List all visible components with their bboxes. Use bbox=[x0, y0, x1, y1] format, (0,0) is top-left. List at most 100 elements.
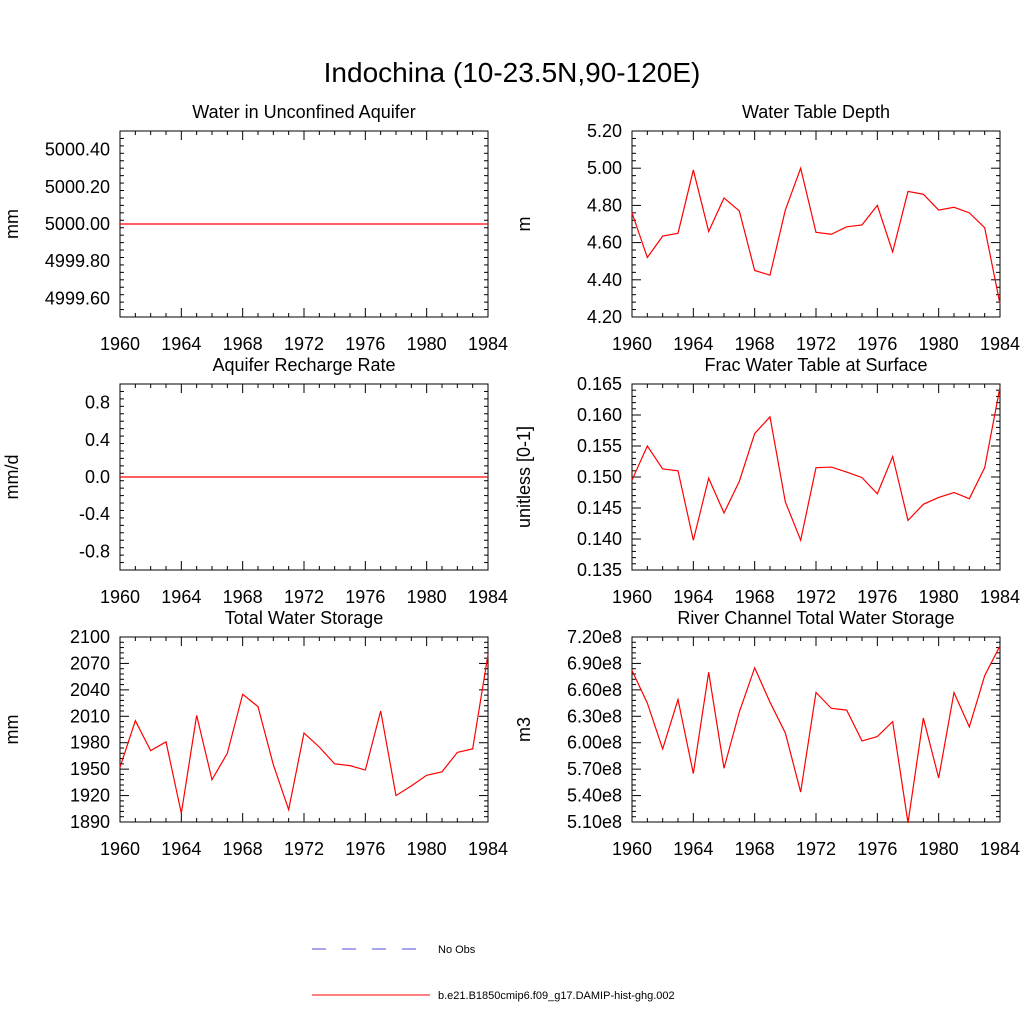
x-tick-label: 1984 bbox=[980, 839, 1020, 859]
legend-label-model-run: b.e21.B1850cmip6.f09_g17.DAMIP-hist-ghg.… bbox=[438, 990, 675, 1002]
y-axis-label: m bbox=[514, 217, 534, 232]
x-tick-label: 1960 bbox=[100, 587, 140, 607]
x-tick-label: 1964 bbox=[161, 839, 201, 859]
x-tick-label: 1960 bbox=[612, 839, 652, 859]
x-tick-label: 1972 bbox=[284, 334, 324, 354]
y-tick-label: 4.60 bbox=[587, 233, 622, 253]
y-tick-label: 6.30e8 bbox=[567, 706, 622, 726]
x-tick-label: 1976 bbox=[345, 334, 385, 354]
y-tick-label: 5000.20 bbox=[45, 177, 110, 197]
series-line-1 bbox=[631, 166, 1001, 305]
chart-panel-5: Total Water Storage mm 1960 1964 1968 1972 197… bbox=[2, 608, 508, 859]
series-line-1 bbox=[631, 645, 1001, 823]
x-tick-label: 1976 bbox=[345, 839, 385, 859]
chart-panel-3: Aquifer Recharge Rate mm/d 1960 1964 1968 197… bbox=[2, 355, 508, 607]
x-tick-label: 1976 bbox=[857, 587, 897, 607]
y-tick-label: 4999.60 bbox=[45, 288, 110, 308]
y-tick-label: 6.60e8 bbox=[567, 680, 622, 700]
y-tick-label: 6.90e8 bbox=[567, 653, 622, 673]
x-tick-label: 1968 bbox=[735, 839, 775, 859]
x-tick-label: 1964 bbox=[673, 839, 713, 859]
panel-title: Frac Water Table at Surface bbox=[704, 355, 927, 375]
x-tick-label: 1968 bbox=[223, 587, 263, 607]
y-tick-label: 0.165 bbox=[577, 374, 622, 394]
x-tick-label: 1976 bbox=[857, 334, 897, 354]
x-tick-label: 1964 bbox=[161, 587, 201, 607]
y-tick-label: 0.0 bbox=[85, 467, 110, 487]
x-tick-label: 1968 bbox=[735, 587, 775, 607]
x-tick-label: 1960 bbox=[100, 839, 140, 859]
x-tick-label: 1976 bbox=[857, 839, 897, 859]
plot-frame bbox=[631, 130, 1001, 318]
x-tick-label: 1972 bbox=[284, 839, 324, 859]
x-tick-label: 1980 bbox=[919, 334, 959, 354]
x-tick-label: 1980 bbox=[407, 587, 447, 607]
x-tick-label: 1964 bbox=[673, 334, 713, 354]
x-tick-label: 1980 bbox=[919, 587, 959, 607]
x-tick-label: 1964 bbox=[161, 334, 201, 354]
y-tick-label: 1950 bbox=[70, 759, 110, 779]
y-tick-label: -0.8 bbox=[79, 541, 110, 561]
y-axis-label: m3 bbox=[514, 717, 534, 742]
x-tick-label: 1968 bbox=[223, 839, 263, 859]
x-tick-label: 1960 bbox=[612, 587, 652, 607]
x-tick-label: 1968 bbox=[223, 334, 263, 354]
plot-frame bbox=[119, 636, 489, 823]
x-tick-label: 1960 bbox=[612, 334, 652, 354]
y-tick-label: 4.20 bbox=[587, 307, 622, 327]
y-tick-label: 2100 bbox=[70, 627, 110, 647]
panel-title: River Channel Total Water Storage bbox=[677, 608, 954, 628]
plot-frame bbox=[631, 636, 1001, 823]
x-tick-label: 1980 bbox=[407, 839, 447, 859]
y-tick-label: 4.40 bbox=[587, 270, 622, 290]
y-tick-label: 5.10e8 bbox=[567, 812, 622, 832]
y-axis-label: unitless [0-1] bbox=[514, 426, 534, 528]
figure-title: Indochina (10-23.5N,90-120E) bbox=[324, 57, 701, 88]
y-tick-label: 1920 bbox=[70, 786, 110, 806]
x-tick-label: 1972 bbox=[796, 334, 836, 354]
y-tick-label: 0.8 bbox=[85, 393, 110, 413]
panel-title: Total Water Storage bbox=[225, 608, 383, 628]
y-tick-label: 5.20 bbox=[587, 121, 622, 141]
y-tick-label: 0.150 bbox=[577, 467, 622, 487]
y-tick-label: 0.4 bbox=[85, 430, 110, 450]
y-tick-label: 2010 bbox=[70, 706, 110, 726]
y-tick-label: 5.00 bbox=[587, 158, 622, 178]
y-axis-label: mm bbox=[2, 209, 22, 239]
y-tick-label: 7.20e8 bbox=[567, 627, 622, 647]
y-tick-label: 0.145 bbox=[577, 498, 622, 518]
x-tick-label: 1972 bbox=[796, 587, 836, 607]
plot-frame bbox=[631, 383, 1001, 571]
y-tick-label: 2070 bbox=[70, 653, 110, 673]
x-tick-label: 1984 bbox=[980, 334, 1020, 354]
y-tick-label: 0.135 bbox=[577, 560, 622, 580]
x-tick-label: 1984 bbox=[980, 587, 1020, 607]
x-tick-label: 1972 bbox=[284, 587, 324, 607]
y-tick-label: 2040 bbox=[70, 680, 110, 700]
x-tick-label: 1964 bbox=[673, 587, 713, 607]
x-tick-label: 1984 bbox=[468, 587, 508, 607]
panel-title: Water in Unconfined Aquifer bbox=[192, 102, 415, 122]
x-tick-label: 1984 bbox=[468, 334, 508, 354]
y-axis-label: mm/d bbox=[2, 455, 22, 500]
y-tick-label: 0.140 bbox=[577, 529, 622, 549]
y-tick-label: 0.155 bbox=[577, 436, 622, 456]
y-tick-label: 5.40e8 bbox=[567, 786, 622, 806]
x-tick-label: 1972 bbox=[796, 839, 836, 859]
x-tick-label: 1976 bbox=[345, 587, 385, 607]
y-tick-label: 5000.00 bbox=[45, 214, 110, 234]
legend-label-no-obs: No Obs bbox=[438, 944, 476, 956]
series-line-1 bbox=[119, 654, 489, 814]
x-tick-label: 1980 bbox=[919, 839, 959, 859]
panel-title: Water Table Depth bbox=[742, 102, 890, 122]
y-tick-label: 5000.40 bbox=[45, 140, 110, 160]
y-tick-label: 1890 bbox=[70, 812, 110, 832]
chart-panel-6: River Channel Total Water Storage m3 1960 1… bbox=[514, 608, 1020, 859]
chart-panel-2: Water Table Depth m 1960 1964 1968 1972 1976 19… bbox=[514, 102, 1020, 354]
series-line-1 bbox=[631, 386, 1001, 543]
x-tick-label: 1968 bbox=[735, 334, 775, 354]
x-tick-label: 1980 bbox=[407, 334, 447, 354]
panel-title: Aquifer Recharge Rate bbox=[212, 355, 395, 375]
y-axis-label: mm bbox=[2, 715, 22, 745]
